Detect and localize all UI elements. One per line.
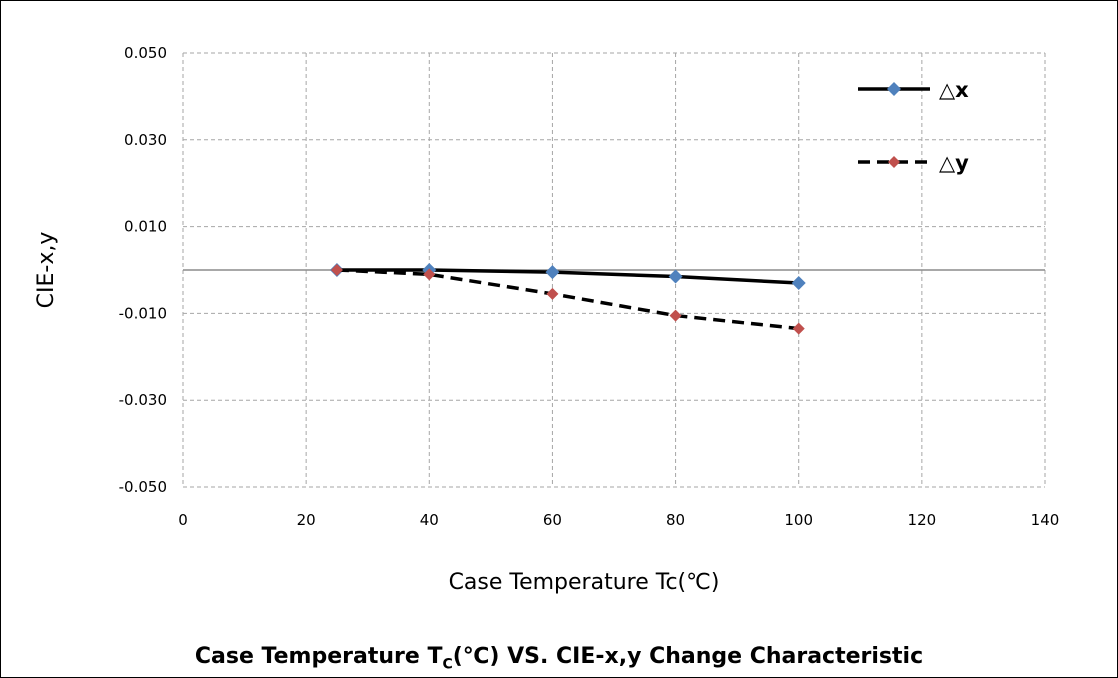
- series-layer: [329, 263, 806, 335]
- y-tick-label: -0.010: [119, 304, 167, 322]
- y-axis-title: CIE-x,y: [34, 232, 59, 309]
- x-tick-labels: 0 20 40 60 80 100 120 140: [178, 511, 1059, 529]
- y-tick-label: 0.030: [124, 131, 167, 149]
- data-point: [791, 276, 806, 291]
- data-point: [792, 322, 805, 335]
- data-point: [668, 269, 683, 284]
- data-point: [546, 287, 559, 300]
- x-tick-label: 20: [297, 511, 316, 529]
- legend: △x △y: [858, 78, 969, 175]
- x-tick-label: 120: [908, 511, 937, 529]
- legend-marker: [887, 82, 901, 96]
- series-line: [336, 268, 799, 285]
- data-point: [669, 309, 682, 322]
- x-tick-label: 40: [420, 511, 439, 529]
- x-tick-label: 80: [666, 511, 685, 529]
- x-tick-label: 140: [1031, 511, 1060, 529]
- x-tick-label: 100: [784, 511, 813, 529]
- y-tick-label: 0.010: [124, 218, 167, 236]
- x-tick-label: 60: [543, 511, 562, 529]
- y-tick-label: -0.030: [119, 391, 167, 409]
- legend-label: △x: [939, 78, 969, 102]
- legend-label: △y: [939, 151, 969, 175]
- y-tick-label: 0.050: [124, 44, 167, 62]
- data-point: [423, 268, 436, 281]
- y-tick-labels: 0.050 0.030 0.010 -0.010 -0.030 -0.050: [119, 44, 167, 496]
- data-point: [545, 265, 560, 280]
- y-tick-label: -0.050: [119, 478, 167, 496]
- chart-caption: Case Temperature TC(℃) VS. CIE-x,y Chang…: [0, 644, 1118, 672]
- data-point: [330, 264, 343, 276]
- caption-text-tail: (℃) VS. CIE-x,y Change Characteristic: [452, 644, 924, 669]
- x-axis-title: Case Temperature Tc(℃): [449, 570, 720, 595]
- legend-marker: [888, 156, 900, 168]
- x-tick-label: 0: [178, 511, 188, 529]
- caption-text: Case Temperature T: [194, 644, 443, 669]
- series-2: [330, 264, 805, 335]
- caption-subscript: C: [442, 656, 453, 673]
- series-1: [329, 263, 806, 291]
